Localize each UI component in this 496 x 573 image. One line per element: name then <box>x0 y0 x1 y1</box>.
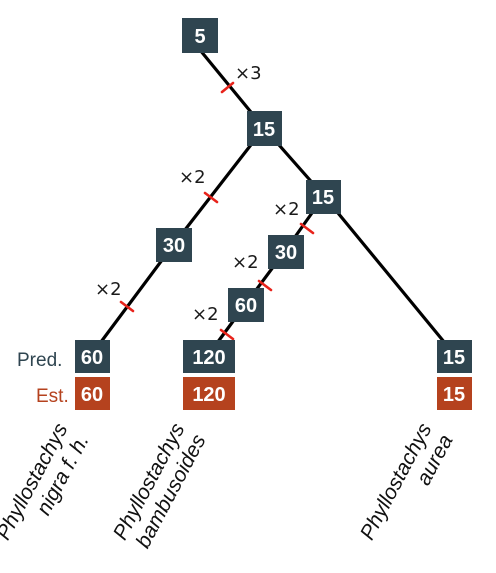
tick-right-to-bamb <box>299 222 315 235</box>
multiplier-ticks <box>119 81 315 341</box>
node-bamb-internal-lower-label: 60 <box>235 295 257 317</box>
node-clade-right-label: 15 <box>312 187 334 209</box>
node-bamb-internal-upper-label: 30 <box>275 242 297 264</box>
multiplier-upper-to-nigra: ×2 <box>179 167 206 188</box>
multiplier-right-to-bamb: ×2 <box>273 199 300 220</box>
node-nigra-internal: 30 <box>156 228 192 262</box>
taxon-label-bambusoides: Phyllostachys bambusoides <box>109 419 211 552</box>
taxon-label-nigra: Phyllostachys nigra f. h. <box>0 419 94 544</box>
tip-nigra-estimated-value: 60 <box>81 384 103 406</box>
tip-aurea-estimated-value: 15 <box>443 384 465 406</box>
multiplier-bamb-middle: ×2 <box>232 252 259 273</box>
branch-nigra-internal-to-tip <box>90 242 176 356</box>
tip-aurea-predicted-value: 15 <box>443 347 465 369</box>
node-clade-upper-label: 15 <box>253 119 275 141</box>
node-bamb-internal-lower: 60 <box>228 288 264 322</box>
tip-bambusoides-predicted: 120 <box>183 340 235 373</box>
node-root: 5 <box>182 18 218 53</box>
tick-bamb-middle <box>257 279 273 292</box>
node-bamb-internal-upper: 30 <box>268 235 304 269</box>
estimated-row-label: Est. <box>36 386 69 407</box>
tip-nigra-predicted: 60 <box>75 340 110 373</box>
tick-nigra-lower <box>119 300 135 313</box>
tip-aurea-estimated: 15 <box>437 377 472 410</box>
node-nigra-internal-label: 30 <box>163 235 185 257</box>
tick-bamb-lower <box>219 328 235 341</box>
multiplier-nigra-lower: ×2 <box>95 279 122 300</box>
tip-bambusoides-estimated: 120 <box>183 377 235 410</box>
node-clade-right: 15 <box>306 180 341 214</box>
tick-upper-to-nigra <box>203 191 219 204</box>
multiplier-root-to-upper: ×3 <box>235 63 262 84</box>
tip-nigra-predicted-value: 60 <box>81 347 103 369</box>
multiplier-bamb-lower: ×2 <box>192 304 219 325</box>
tip-aurea-predicted: 15 <box>437 340 472 373</box>
tip-bambusoides-predicted-value: 120 <box>192 347 225 369</box>
node-root-label: 5 <box>194 26 205 48</box>
node-clade-upper: 15 <box>247 111 282 146</box>
taxon-label-aurea: Phyllostachys aurea <box>356 419 458 544</box>
branch-right-to-aurea <box>322 194 456 356</box>
branch-upper-to-nigra-internal <box>172 126 266 246</box>
tip-nigra-estimated: 60 <box>75 377 110 410</box>
predicted-row-label: Pred. <box>17 350 62 371</box>
multiplier-labels: ×3 ×2 ×2 ×2 ×2 ×2 <box>95 63 300 325</box>
tick-root-to-upper <box>220 81 235 94</box>
tip-bambusoides-estimated-value: 120 <box>192 384 225 406</box>
